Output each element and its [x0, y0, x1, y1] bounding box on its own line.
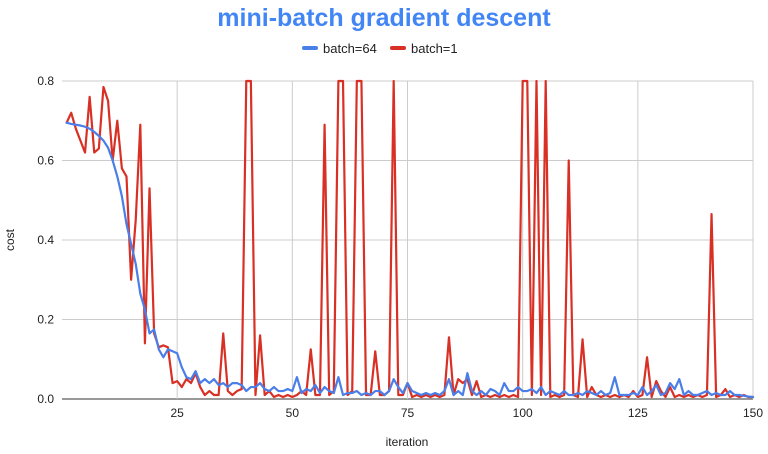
x-tick-label: 100: [513, 406, 533, 420]
y-axis-label: cost: [3, 228, 17, 251]
x-tick-label: 50: [286, 406, 300, 420]
x-tick-label: 125: [628, 406, 648, 420]
series-line-batch64: [65, 121, 755, 399]
y-tick-label: 0.8: [37, 74, 54, 88]
x-tick-label: 25: [170, 406, 184, 420]
y-tick-label: 0.4: [37, 233, 54, 247]
y-tick-label: 0.0: [37, 392, 54, 406]
x-axis-ticks: 25 50 75 100 125 150: [170, 406, 763, 420]
y-tick-label: 0.2: [37, 313, 54, 327]
x-tick-label: 75: [401, 406, 415, 420]
legend: batch=64 batch=1: [302, 41, 458, 56]
legend-label-batch1: batch=1: [411, 41, 458, 56]
x-axis-label: iteration: [386, 435, 429, 449]
chart-title: mini-batch gradient descent: [217, 4, 551, 32]
y-tick-label: 0.6: [37, 154, 54, 168]
y-axis-ticks: 0.0 0.2 0.4 0.6 0.8: [37, 74, 54, 406]
x-tick-label: 150: [743, 406, 763, 420]
series-line-batch1: [65, 79, 755, 399]
series-group: [65, 79, 755, 399]
legend-label-batch64: batch=64: [323, 41, 377, 56]
legend-item-batch1[interactable]: batch=1: [390, 41, 458, 56]
legend-item-batch64[interactable]: batch=64: [302, 41, 377, 56]
